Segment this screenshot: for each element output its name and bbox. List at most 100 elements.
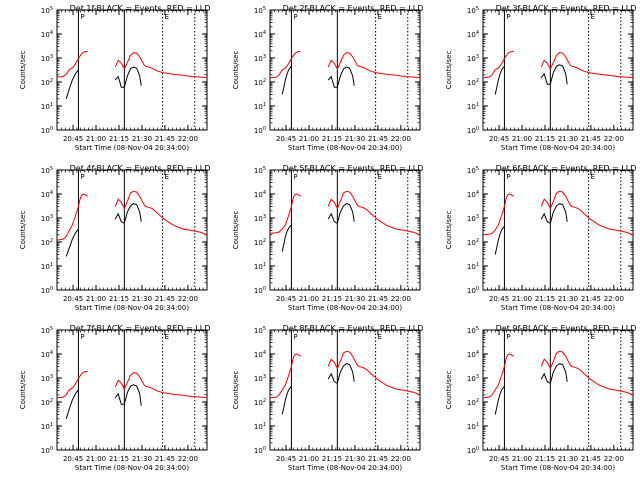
marker-label-p: P xyxy=(506,13,510,21)
x-axis-label: Start Time (08-Nov-04 20:34:00) xyxy=(288,464,402,472)
y-tick-label: 101 xyxy=(254,422,266,431)
marker-label-e: E xyxy=(165,333,169,341)
events-series-line xyxy=(114,203,142,225)
y-axis-label: Counts/sec xyxy=(19,211,27,250)
events-series-line xyxy=(65,228,79,257)
marker-label-e: E xyxy=(378,173,382,181)
x-tick-label: 21:15 xyxy=(322,135,342,143)
marker-label-e: E xyxy=(378,333,382,341)
y-tick-label: 103 xyxy=(467,54,479,63)
y-axis-label: Counts/sec xyxy=(232,211,240,250)
plot-frame xyxy=(56,329,208,451)
events-series-line xyxy=(327,66,355,88)
y-tick-label: 102 xyxy=(467,78,479,87)
marker-label-e: E xyxy=(591,13,595,21)
x-tick-label: 21:30 xyxy=(345,135,365,143)
lld-series-line xyxy=(114,371,208,399)
x-tick-label: 22:00 xyxy=(178,135,198,143)
chart-title: Det 9f-BLACK = Events, RED = LLD xyxy=(496,324,637,333)
plot-frame xyxy=(482,169,634,291)
y-tick-label: 105 xyxy=(467,166,479,175)
y-tick-label: 105 xyxy=(254,6,266,15)
x-tick-label: 20:45 xyxy=(63,295,83,303)
x-tick-label: 21:45 xyxy=(581,295,601,303)
y-tick-label: 105 xyxy=(41,166,53,175)
marker-label-p: P xyxy=(293,13,297,21)
detector-panel-6: Det 6f-BLACK = Events, RED = LLD 100 101 10… xyxy=(445,164,636,312)
y-tick-label: 105 xyxy=(467,6,479,15)
lld-series-line xyxy=(114,190,208,236)
x-tick-label: 22:00 xyxy=(391,455,411,463)
y-tick-label: 103 xyxy=(254,374,266,383)
x-tick-label: 21:45 xyxy=(368,455,388,463)
x-tick-label: 21:30 xyxy=(345,295,365,303)
y-tick-label: 100 xyxy=(254,286,266,295)
y-tick-label: 103 xyxy=(254,54,266,63)
detector-panel-4: Det 4f-BLACK = Events, RED = LLD 100 101 10… xyxy=(19,164,210,312)
y-axis-label: Counts/sec xyxy=(445,51,453,90)
x-tick-label: 21:00 xyxy=(512,135,532,143)
x-tick-label: 21:15 xyxy=(535,295,555,303)
chart-title: Det 3f-BLACK = Events, RED = LLD xyxy=(496,4,637,13)
y-axis-label: Counts/sec xyxy=(19,371,27,410)
x-tick-label: 22:00 xyxy=(178,295,198,303)
x-tick-label: 21:45 xyxy=(155,455,175,463)
y-tick-label: 100 xyxy=(41,126,53,135)
x-tick-label: 21:45 xyxy=(155,295,175,303)
plot-frame xyxy=(269,169,421,291)
y-tick-label: 104 xyxy=(41,30,53,39)
x-tick-label: 21:45 xyxy=(581,455,601,463)
y-tick-label: 104 xyxy=(467,30,479,39)
lld-series-line xyxy=(269,50,301,79)
lld-series-line xyxy=(56,193,88,241)
plot-frame xyxy=(269,9,421,131)
events-series-line xyxy=(540,363,568,385)
chart-title: Det 6f-BLACK = Events, RED = LLD xyxy=(496,164,637,173)
x-axis-label: Start Time (08-Nov-04 20:34:00) xyxy=(501,464,615,472)
x-axis-label: Start Time (08-Nov-04 20:34:00) xyxy=(75,304,189,312)
plot-frame xyxy=(482,329,634,451)
events-series-line xyxy=(281,65,292,95)
x-tick-label: 21:15 xyxy=(109,135,129,143)
x-tick-label: 21:00 xyxy=(86,455,106,463)
events-series-line xyxy=(65,69,79,99)
x-tick-label: 21:00 xyxy=(86,295,106,303)
plot-frame xyxy=(482,9,634,131)
events-series-line xyxy=(540,203,568,225)
x-tick-label: 22:00 xyxy=(178,455,198,463)
x-tick-label: 21:45 xyxy=(368,295,388,303)
marker-label-p: P xyxy=(506,173,510,181)
y-tick-label: 105 xyxy=(467,326,479,335)
y-tick-label: 101 xyxy=(467,262,479,271)
lld-series-line xyxy=(56,370,88,399)
y-tick-label: 100 xyxy=(254,126,266,135)
y-tick-label: 100 xyxy=(254,446,266,455)
y-tick-label: 103 xyxy=(41,214,53,223)
x-tick-label: 21:30 xyxy=(345,455,365,463)
marker-label-p: P xyxy=(80,13,84,21)
events-series-line xyxy=(281,224,292,252)
y-axis-label: Counts/sec xyxy=(19,51,27,90)
y-tick-label: 100 xyxy=(41,286,53,295)
y-tick-label: 104 xyxy=(254,350,266,359)
lld-series-line xyxy=(327,350,421,396)
x-tick-label: 21:00 xyxy=(299,295,319,303)
events-series-line xyxy=(65,389,79,419)
y-tick-label: 102 xyxy=(254,78,266,87)
events-series-line xyxy=(494,65,505,95)
y-axis-label: Counts/sec xyxy=(445,211,453,250)
chart-title: Det 7f-BLACK = Events, RED = LLD xyxy=(70,324,211,333)
y-tick-label: 102 xyxy=(41,78,53,87)
lld-series-line xyxy=(482,193,514,236)
y-tick-label: 102 xyxy=(467,398,479,407)
lld-series-line xyxy=(56,50,88,78)
marker-label-p: P xyxy=(80,333,84,341)
x-tick-label: 21:30 xyxy=(558,455,578,463)
x-tick-label: 22:00 xyxy=(604,455,624,463)
y-tick-label: 105 xyxy=(254,166,266,175)
x-tick-label: 21:30 xyxy=(132,295,152,303)
x-tick-label: 21:00 xyxy=(512,295,532,303)
detector-panel-5: Det 5f-BLACK = Events, RED = LLD 100 101 10… xyxy=(232,164,423,312)
x-axis-label: Start Time (08-Nov-04 20:34:00) xyxy=(501,144,615,152)
y-tick-label: 105 xyxy=(41,6,53,15)
